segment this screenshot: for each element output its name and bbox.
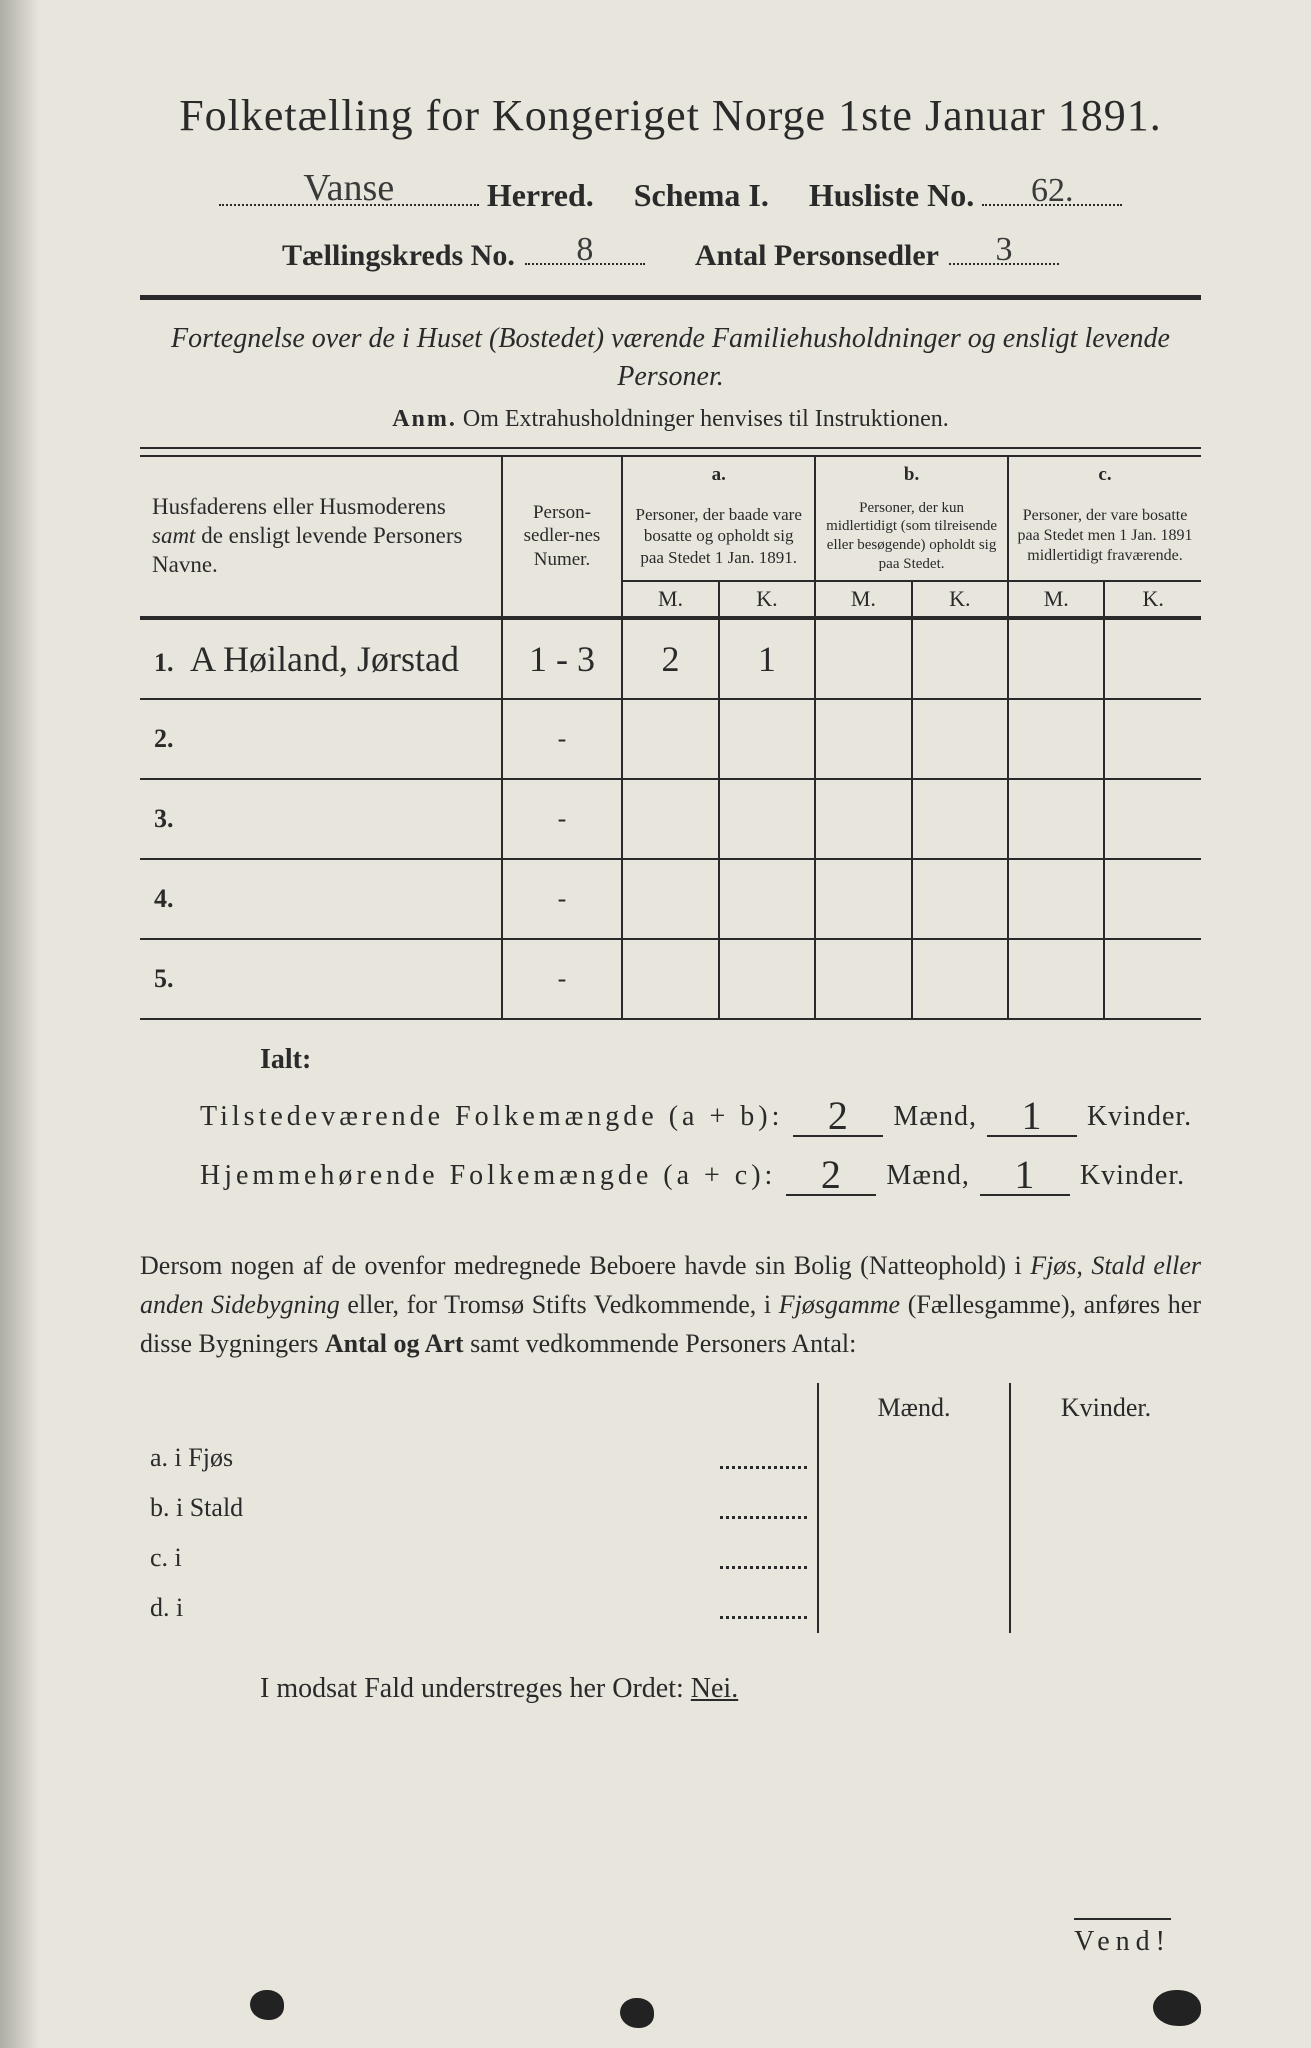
mk-kvinder: Kvinder. <box>1010 1383 1201 1433</box>
mk-row-d: d. i <box>140 1583 1201 1633</box>
table-row: 5. - <box>140 939 1201 1019</box>
row-name: 5. <box>140 939 502 1019</box>
vend-label: Vend! <box>1074 1918 1171 1958</box>
row-a-m: 2 <box>622 618 718 699</box>
row-name-hw: A Høiland, Jørstad <box>190 639 459 679</box>
row-b-k <box>912 618 1008 699</box>
row-num: - <box>502 699 623 779</box>
page-title: Folketælling for Kongeriget Norge 1ste J… <box>140 90 1201 141</box>
divider-thick <box>140 295 1201 300</box>
herred-handwritten: Vanse <box>303 166 394 210</box>
hj-m-slot: 2 <box>786 1147 876 1196</box>
table-row: 3. - <box>140 779 1201 859</box>
schema-label: Schema I. <box>634 177 769 214</box>
ialt-label: Ialt: <box>260 1044 1201 1076</box>
sedler-label: Antal Personsedler <box>695 239 939 273</box>
page-left-shadow <box>0 0 40 2048</box>
husliste-label: Husliste No. <box>809 177 974 214</box>
col-num-header: Person-sedler-nes Numer. <box>502 456 623 618</box>
tl-m-slot: 2 <box>793 1088 883 1137</box>
col-b-top: b. <box>815 456 1008 493</box>
row-num: - <box>502 779 623 859</box>
herred-label: Herred. <box>487 177 594 214</box>
col-c-header: Personer, der vare bosatte paa Stedet me… <box>1008 493 1201 581</box>
row-c-k <box>1104 618 1201 699</box>
col-a-header: Personer, der baade vare bosatte og opho… <box>622 493 815 581</box>
kreds-label: Tællingskreds No. <box>282 239 515 273</box>
b-k: K. <box>912 581 1008 618</box>
maend-label: Mænd, <box>893 1101 977 1133</box>
row-name: 4. <box>140 859 502 939</box>
anm-text: Om Extrahusholdninger henvises til Instr… <box>463 406 949 432</box>
table-row: 1. A Høiland, Jørstad 1 - 3 2 1 <box>140 618 1201 699</box>
col-name-header: Husfaderens eller Husmoderens samt de en… <box>140 456 502 618</box>
row-name: 3. <box>140 779 502 859</box>
maend-label: Mænd, <box>886 1160 970 1192</box>
sum-hjemme: Hjemmehørende Folkemængde (a + c): 2 Mæn… <box>200 1147 1201 1196</box>
a-m: M. <box>622 581 718 618</box>
row-name: 1. A Høiland, Jørstad <box>140 618 502 699</box>
col-b-header: Personer, der kun midlertidigt (som tilr… <box>815 493 1008 581</box>
husliste-handwritten: 62. <box>1031 172 1074 210</box>
row-num: - <box>502 859 623 939</box>
tl-k-slot: 1 <box>987 1088 1077 1137</box>
divider-thin <box>140 447 1201 449</box>
sedler-field: 3 <box>949 230 1059 265</box>
row-a-k: 1 <box>719 618 815 699</box>
b-m: M. <box>815 581 911 618</box>
sum-tilstede: Tilstedeværende Folkemængde (a + b): 2 M… <box>200 1088 1201 1137</box>
header-line-1: Vanse Herred. Schema I. Husliste No. 62. <box>140 169 1201 214</box>
kvinder-label: Kvinder. <box>1087 1101 1192 1133</box>
subtitle: Fortegnelse over de i Huset (Bostedet) v… <box>140 320 1201 396</box>
col-c-top: c. <box>1008 456 1201 493</box>
mk-row-b: b. i Stald <box>140 1483 1201 1533</box>
hj-k-slot: 1 <box>980 1147 1070 1196</box>
col-a-top: a. <box>622 456 815 493</box>
tl-label: Tilstedeværende Folkemængde (a + b): <box>200 1101 783 1133</box>
paper-blemish <box>1153 1990 1201 2026</box>
census-form-page: Folketælling for Kongeriget Norge 1ste J… <box>0 0 1311 2048</box>
kreds-handwritten: 8 <box>576 231 593 269</box>
mk-row-a: a. i Fjøs <box>140 1433 1201 1483</box>
hj-label: Hjemmehørende Folkemængde (a + c): <box>200 1160 776 1192</box>
nei-word: Nei. <box>691 1673 738 1704</box>
mk-row-c: c. i <box>140 1533 1201 1583</box>
anm-prefix: Anm. <box>392 406 457 432</box>
a-k: K. <box>719 581 815 618</box>
husliste-field: 62. <box>982 169 1122 206</box>
sidebygning-paragraph: Dersom nogen af de ovenfor medregnede Be… <box>140 1246 1201 1363</box>
row-num: 1 - 3 <box>502 618 623 699</box>
c-k: K. <box>1104 581 1201 618</box>
row-num: - <box>502 939 623 1019</box>
table-header-row-1: Husfaderens eller Husmoderens samt de en… <box>140 456 1201 493</box>
mk-header: Mænd. Kvinder. <box>140 1383 1201 1433</box>
table-row: 4. - <box>140 859 1201 939</box>
row-b-m <box>815 618 911 699</box>
table-row: 2. - <box>140 699 1201 779</box>
nei-line: I modsat Fald understreges her Ordet: Ne… <box>260 1673 1201 1705</box>
anm-note: Anm. Om Extrahusholdninger henvises til … <box>140 406 1201 433</box>
sedler-handwritten: 3 <box>995 231 1012 269</box>
kreds-field: 8 <box>525 230 645 265</box>
sidebygning-table: Mænd. Kvinder. a. i Fjøs b. i Stald c. i… <box>140 1383 1201 1633</box>
census-table: Husfaderens eller Husmoderens samt de en… <box>140 455 1201 1020</box>
row-c-m <box>1008 618 1104 699</box>
header-line-2: Tællingskreds No. 8 Antal Personsedler 3 <box>140 230 1201 273</box>
herred-field: Vanse <box>219 169 479 206</box>
paper-blemish <box>620 1998 654 2028</box>
c-m: M. <box>1008 581 1104 618</box>
paper-blemish <box>250 1990 284 2020</box>
mk-maend: Mænd. <box>818 1383 1010 1433</box>
kvinder-label: Kvinder. <box>1080 1160 1185 1192</box>
row-name: 2. <box>140 699 502 779</box>
